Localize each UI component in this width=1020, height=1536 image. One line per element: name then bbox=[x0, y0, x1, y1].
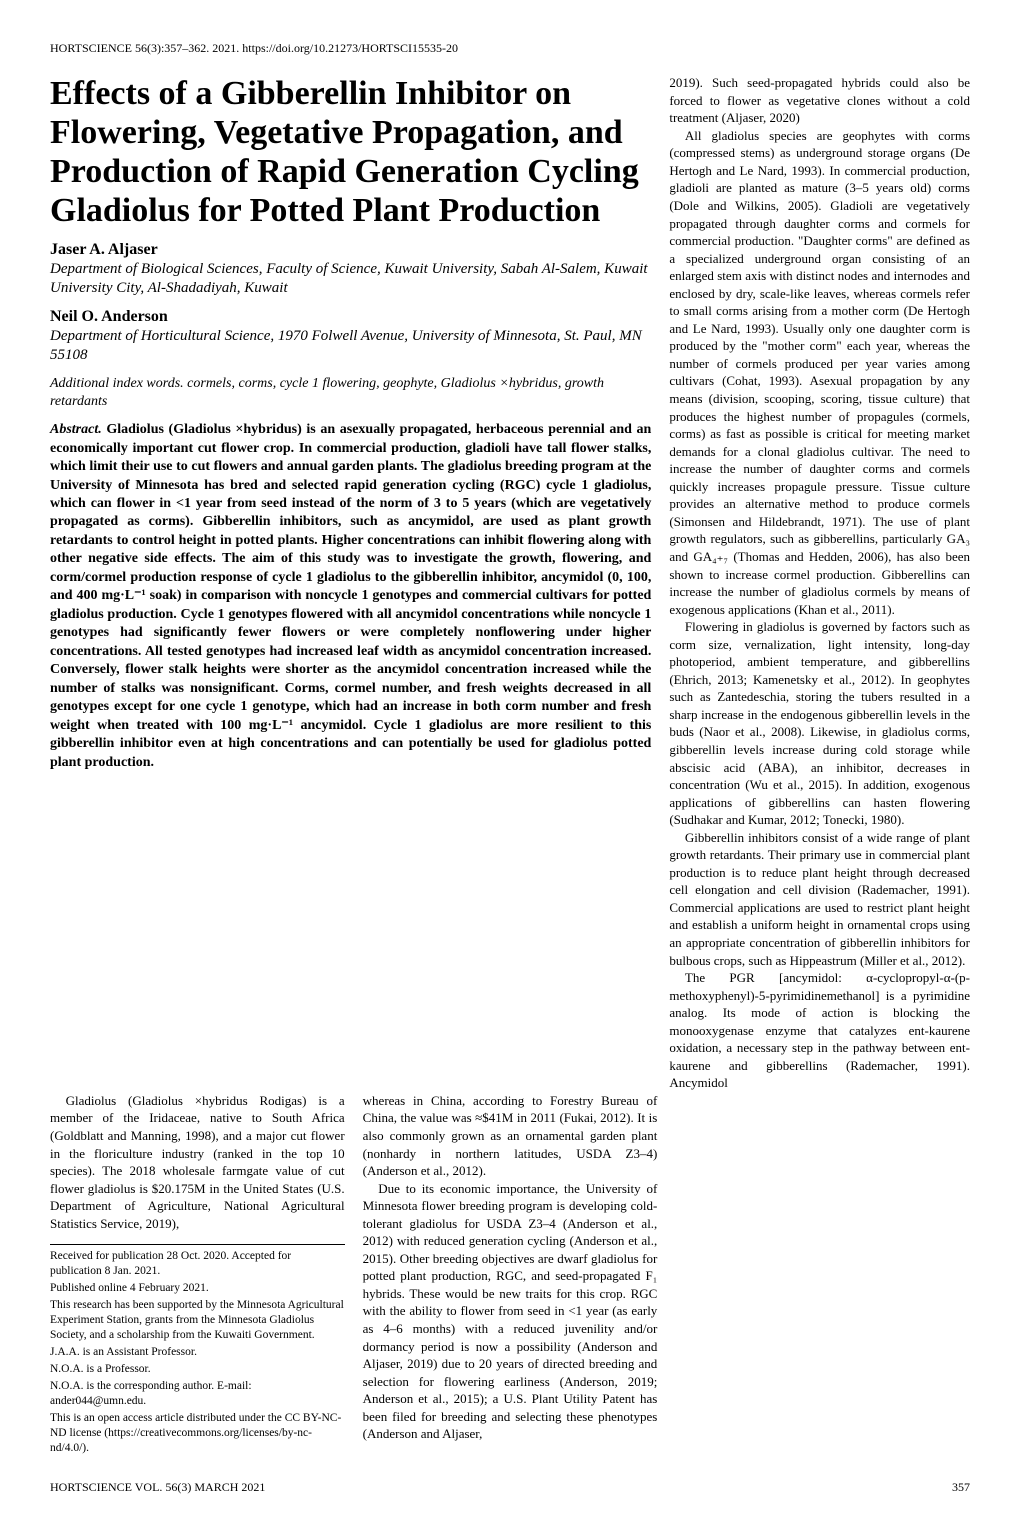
footnotes: Received for publication 28 Oct. 2020. A… bbox=[50, 1244, 345, 1455]
footnote: This is an open access article distribut… bbox=[50, 1411, 345, 1456]
abstract: Abstract. Gladiolus (Gladiolus ×hybridus… bbox=[50, 421, 651, 772]
body-paragraph: whereas in China, according to Forestry … bbox=[363, 1092, 658, 1180]
footnote: Published online 4 February 2021. bbox=[50, 1281, 345, 1296]
column-1-content: Gladiolus (Gladiolus ×hybridus Rodigas) … bbox=[50, 1092, 345, 1456]
author-name-1: Jaser A. Aljaser bbox=[50, 239, 651, 261]
index-words-label: Additional index words. bbox=[50, 376, 184, 391]
author-name-2: Neil O. Anderson bbox=[50, 306, 651, 328]
author-affiliation-2: Department of Horticultural Science, 197… bbox=[50, 327, 651, 365]
body-columns: Gladiolus (Gladiolus ×hybridus Rodigas) … bbox=[50, 1092, 970, 1456]
abstract-label: Abstract. bbox=[50, 422, 102, 437]
body-paragraph: Due to its economic importance, the Univ… bbox=[363, 1180, 658, 1443]
index-words: Additional index words. cormels, corms, … bbox=[50, 375, 651, 411]
body-paragraph: Gibberellin inhibitors consist of a wide… bbox=[669, 829, 970, 969]
footer-journal: HORTSCIENCE VOL. 56(3) MARCH 2021 bbox=[50, 1479, 265, 1495]
footer-page-number: 357 bbox=[952, 1479, 970, 1495]
footnote: J.A.A. is an Assistant Professor. bbox=[50, 1345, 345, 1360]
running-header: HORTSCIENCE 56(3):357–362. 2021. https:/… bbox=[50, 40, 970, 56]
title-left-column: Effects of a Gibberellin Inhibitor on Fl… bbox=[50, 74, 651, 1092]
page-footer: HORTSCIENCE VOL. 56(3) MARCH 2021 357 bbox=[50, 1479, 970, 1495]
footnote: This research has been supported by the … bbox=[50, 1298, 345, 1343]
footnote: Received for publication 28 Oct. 2020. A… bbox=[50, 1249, 345, 1279]
body-paragraph: Gladiolus (Gladiolus ×hybridus Rodigas) … bbox=[50, 1092, 345, 1232]
article-title: Effects of a Gibberellin Inhibitor on Fl… bbox=[50, 74, 651, 230]
footnote: N.O.A. is a Professor. bbox=[50, 1362, 345, 1377]
abstract-body: Gladiolus (Gladiolus ×hybridus) is an as… bbox=[50, 422, 651, 769]
body-paragraph: Flowering in gladiolus is governed by fa… bbox=[669, 618, 970, 829]
body-paragraph: The PGR [ancymidol: α-cyclopropyl-α-(p-m… bbox=[669, 969, 970, 1092]
author-affiliation-1: Department of Biological Sciences, Facul… bbox=[50, 260, 651, 298]
body-paragraph: 2019). Such seed-propagated hybrids coul… bbox=[669, 74, 970, 127]
footnote: N.O.A. is the corresponding author. E-ma… bbox=[50, 1379, 345, 1409]
body-paragraph: All gladiolus species are geophytes with… bbox=[669, 127, 970, 618]
right-column-top: 2019). Such seed-propagated hybrids coul… bbox=[669, 74, 970, 1092]
title-block: Effects of a Gibberellin Inhibitor on Fl… bbox=[50, 74, 970, 1092]
